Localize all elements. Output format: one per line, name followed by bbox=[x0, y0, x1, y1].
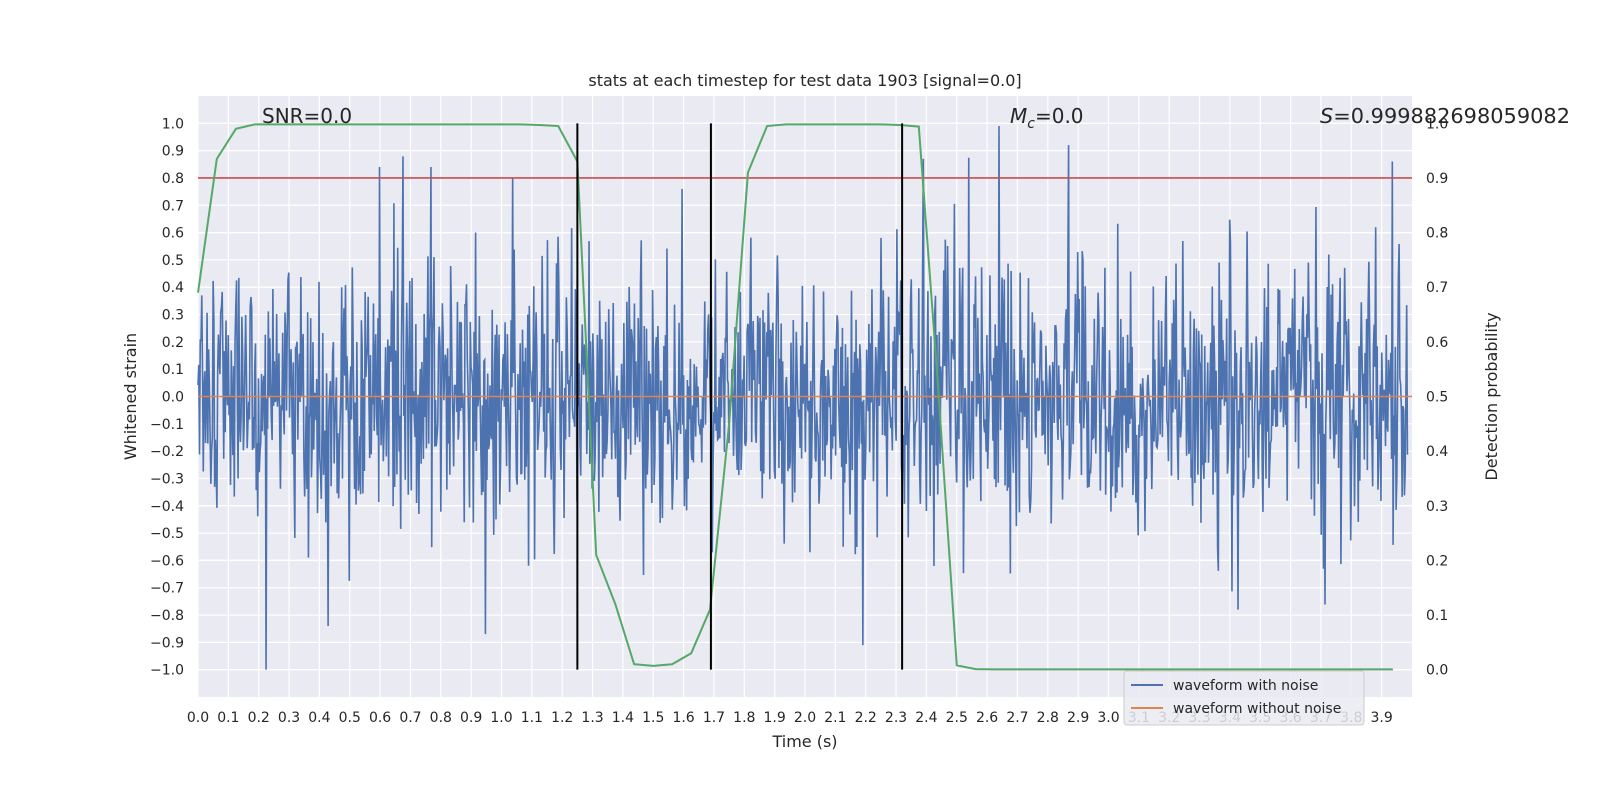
x-tick-label: 0.7 bbox=[399, 710, 421, 726]
y-tick-label-left: 0.9 bbox=[162, 144, 184, 160]
legend: waveform with noise waveform without noi… bbox=[1123, 670, 1365, 726]
x-tick-label: 2.7 bbox=[1006, 710, 1028, 726]
x-tick-label: 2.3 bbox=[885, 710, 907, 726]
mc-subscript: c bbox=[1027, 116, 1035, 132]
y-tick-label-left: −0.1 bbox=[150, 417, 184, 433]
y-tick-label-left: −0.5 bbox=[150, 526, 184, 542]
x-tick-label: 0.9 bbox=[460, 710, 482, 726]
y-tick-label-right: 0.5 bbox=[1426, 390, 1448, 406]
x-tick-label: 1.8 bbox=[733, 710, 755, 726]
chart-title: stats at each timestep for test data 190… bbox=[588, 71, 1021, 90]
y-tick-label-left: 0.6 bbox=[162, 226, 184, 242]
s-value: =0.99988269805908​2 bbox=[1333, 104, 1570, 128]
y-tick-label-left: −0.7 bbox=[150, 581, 184, 597]
x-tick-label: 0.6 bbox=[369, 710, 391, 726]
mc-symbol: M bbox=[1010, 104, 1027, 128]
y-tick-label-left: −0.8 bbox=[150, 608, 184, 624]
vertical-markers bbox=[576, 123, 904, 670]
y-tick-label-left: −0.9 bbox=[150, 635, 184, 651]
snr-annotation: SNR=0.0 bbox=[262, 104, 352, 128]
y-axis-label-right: Detection probability bbox=[1482, 312, 1501, 480]
y-axis-label-left: Whitened strain bbox=[121, 333, 140, 460]
y-tick-label-right: 1.0 bbox=[1426, 116, 1448, 132]
legend-box bbox=[1123, 670, 1365, 726]
x-tick-label: 1.3 bbox=[581, 710, 603, 726]
x-tick-label: 2.4 bbox=[915, 710, 937, 726]
x-tick-label: 1.2 bbox=[551, 710, 573, 726]
y-tick-label-left: −0.6 bbox=[150, 553, 184, 569]
x-tick-label: 1.6 bbox=[672, 710, 694, 726]
series-layer bbox=[197, 123, 1412, 671]
mc-value: =0.0 bbox=[1035, 104, 1084, 128]
y-tick-label-left: −1.0 bbox=[150, 663, 184, 679]
y-tick-label-right: 0.9 bbox=[1426, 171, 1448, 187]
y-tick-label-right: 0.0 bbox=[1426, 663, 1448, 679]
x-tick-label: 2.5 bbox=[946, 710, 968, 726]
legend-label-clean: waveform without noise bbox=[1173, 701, 1341, 717]
noisy-waveform-line bbox=[197, 126, 1409, 670]
y-tick-label-right: 0.3 bbox=[1426, 499, 1448, 515]
x-tick-label: 0.3 bbox=[278, 710, 300, 726]
y-tick-label-right: 0.7 bbox=[1426, 280, 1448, 296]
x-tick-label: 1.1 bbox=[521, 710, 543, 726]
y-tick-label-right: 0.8 bbox=[1426, 226, 1448, 242]
mc-annotation: Mc=0.0 bbox=[1010, 104, 1084, 132]
y-tick-label-left: −0.4 bbox=[150, 499, 184, 515]
x-tick-label: 0.2 bbox=[248, 710, 270, 726]
x-tick-label: 2.2 bbox=[855, 710, 877, 726]
y-tick-label-left: 0.8 bbox=[162, 171, 184, 187]
x-tick-label: 2.9 bbox=[1067, 710, 1089, 726]
y-tick-label-left: 1.0 bbox=[162, 116, 184, 132]
y-tick-label-right: 0.6 bbox=[1426, 335, 1448, 351]
x-tick-label: 2.0 bbox=[794, 710, 816, 726]
x-tick-label: 3.9 bbox=[1371, 710, 1393, 726]
x-tick-label: 1.7 bbox=[703, 710, 725, 726]
x-tick-label: 0.1 bbox=[217, 710, 239, 726]
y-tick-label-left: 0.3 bbox=[162, 308, 184, 324]
x-tick-label: 1.0 bbox=[490, 710, 512, 726]
y-tick-label-left: 0.2 bbox=[162, 335, 184, 351]
y-tick-label-left: −0.3 bbox=[150, 471, 184, 487]
x-tick-label: 0.5 bbox=[339, 710, 361, 726]
y-tick-label-right: 0.4 bbox=[1426, 444, 1448, 460]
x-tick-label: 3.0 bbox=[1097, 710, 1119, 726]
detection-probability-line bbox=[197, 123, 1393, 671]
x-tick-label: 1.4 bbox=[612, 710, 634, 726]
s-annotation: S=0.99988269805908​2 bbox=[1320, 104, 1570, 128]
y-tick-label-left: 0.7 bbox=[162, 198, 184, 214]
y-tick-label-left: 0.1 bbox=[162, 362, 184, 378]
y-tick-label-right: 0.2 bbox=[1426, 553, 1448, 569]
x-axis-label: Time (s) bbox=[771, 732, 837, 751]
x-tick-label: 0.4 bbox=[308, 710, 330, 726]
x-tick-label: 2.6 bbox=[976, 710, 998, 726]
y-tick-label-left: 0.4 bbox=[162, 280, 184, 296]
x-tick-label: 0.8 bbox=[430, 710, 452, 726]
x-tick-label: 1.5 bbox=[642, 710, 664, 726]
y-tick-label-left: 0.0 bbox=[162, 390, 184, 406]
y-tick-label-left: −0.2 bbox=[150, 444, 184, 460]
legend-label-noisy: waveform with noise bbox=[1173, 678, 1318, 694]
x-tick-label: 1.9 bbox=[764, 710, 786, 726]
x-tick-label: 2.1 bbox=[824, 710, 846, 726]
s-symbol: S bbox=[1320, 104, 1334, 128]
y-tick-label-right: 0.1 bbox=[1426, 608, 1448, 624]
x-tick-label: 2.8 bbox=[1037, 710, 1059, 726]
y-tick-label-left: 0.5 bbox=[162, 253, 184, 269]
x-tick-label: 0.0 bbox=[187, 710, 209, 726]
